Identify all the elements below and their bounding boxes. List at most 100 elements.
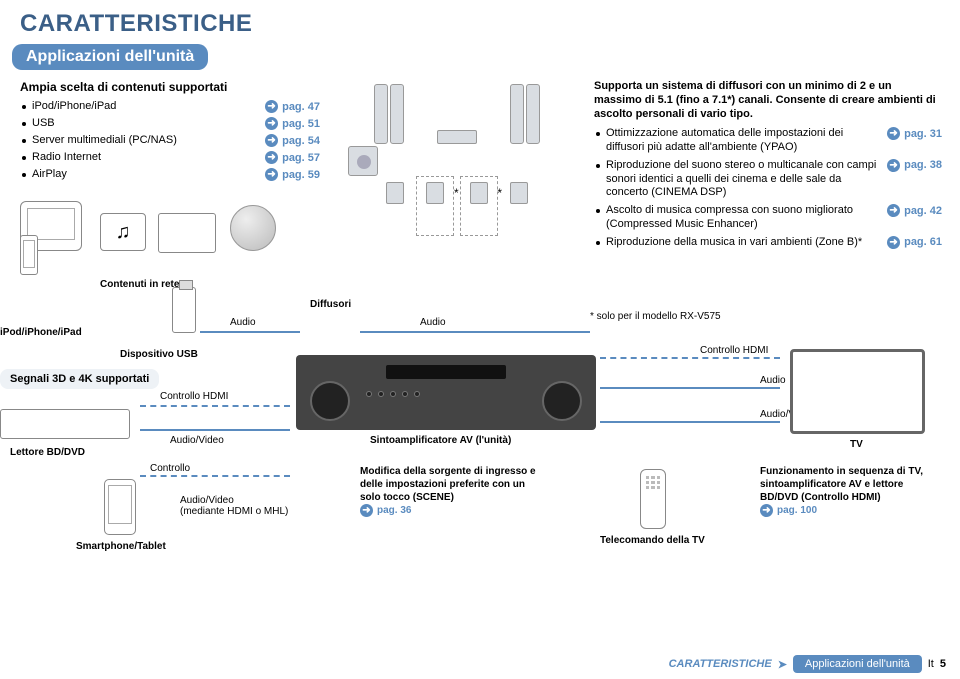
surround-speaker-icon — [470, 182, 488, 204]
surround-speaker-icon — [426, 182, 444, 204]
tower-speaker-icon — [374, 84, 388, 144]
col-left: Ampia scelta di contenuti supportati iPo… — [20, 80, 320, 275]
bullet-icon — [22, 122, 26, 126]
arrow-line — [600, 387, 780, 389]
page-ref[interactable]: ➜pag. 47 — [265, 100, 320, 113]
right-heading: Supporta un sistema di diffusori con un … — [594, 80, 942, 121]
arrow-line — [600, 357, 780, 359]
arrow-icon: ➜ — [265, 134, 278, 147]
speaker-layout: * * — [342, 80, 572, 250]
asterisk-icon: * — [497, 186, 502, 200]
knob-icon — [542, 381, 582, 421]
bullet-icon — [596, 241, 600, 245]
telecomando-label: Telecomando della TV — [600, 535, 705, 546]
footer-lang: It — [928, 658, 934, 670]
bullet-icon — [596, 164, 600, 168]
asterisk-icon: * — [454, 186, 459, 200]
arrow-icon: ➜ — [265, 100, 278, 113]
knob-icon — [310, 381, 350, 421]
smartphone-label: Smartphone/Tablet — [76, 541, 166, 552]
item-label: Server multimediali (PC/NAS) — [32, 134, 177, 146]
arrow-icon: ➜ — [265, 168, 278, 181]
page-ref[interactable]: ➜pag. 61 — [887, 236, 942, 249]
contenuti-label: Contenuti in rete — [100, 279, 179, 290]
port-icon — [402, 391, 408, 397]
list-item: Riproduzione del suono stereo o multican… — [594, 159, 942, 200]
center-speaker-icon — [437, 130, 477, 144]
hdmi-feature: Funzionamento in sequenza di TV, sintoam… — [760, 465, 930, 517]
item-label: Riproduzione della musica in vari ambien… — [606, 236, 862, 250]
ipod-label: iPod/iPhone/iPad — [0, 327, 82, 338]
arrow-line — [360, 331, 590, 333]
scene-feature: Modifica della sorgente di ingresso e de… — [360, 465, 540, 517]
page-ref[interactable]: ➜pag. 36 — [360, 504, 540, 517]
audio-video-label: Audio/Video — [170, 435, 224, 446]
arrow-icon: ➜ — [360, 504, 373, 517]
arrow-icon: ➜ — [760, 504, 773, 517]
list-item: Ottimizzazione automatica delle impostaz… — [594, 127, 942, 155]
page-ref[interactable]: ➜pag. 38 — [887, 159, 942, 172]
tv-icon — [790, 349, 925, 434]
port-icon — [390, 391, 396, 397]
arrow-icon: ➜ — [887, 127, 900, 140]
page-ref[interactable]: ➜pag. 57 — [265, 151, 320, 164]
tower-speaker-icon — [390, 84, 404, 144]
controllo-label: Controllo — [150, 463, 190, 474]
surround-speaker-icon — [510, 182, 528, 204]
page-ref[interactable]: ➜pag. 100 — [760, 504, 930, 517]
footer-section: Applicazioni dell'unità — [793, 655, 922, 673]
footer-title: CARATTERISTICHE — [669, 658, 772, 670]
diffusori-label: Diffusori — [310, 299, 351, 310]
globe-icon — [230, 205, 276, 251]
page-ref[interactable]: ➜pag. 59 — [265, 168, 320, 181]
arrow-icon: ➜ — [887, 159, 900, 172]
audio-label: Audio — [760, 375, 786, 386]
tower-speaker-icon — [510, 84, 524, 144]
list-item: Ascolto di musica compressa con suono mi… — [594, 204, 942, 232]
bullet-icon — [22, 139, 26, 143]
port-icon — [414, 391, 420, 397]
item-label: Ascolto di musica compressa con suono mi… — [606, 204, 877, 232]
item-label: AirPlay — [32, 168, 67, 180]
page-ref[interactable]: ➜pag. 42 — [887, 204, 942, 217]
av-display-icon — [386, 365, 506, 379]
bullet-icon — [22, 156, 26, 160]
arrow-icon: ➜ — [887, 236, 900, 249]
list-item: iPod/iPhone/iPad ➜pag. 47 — [20, 100, 320, 113]
chevron-right-icon: ➤ — [778, 658, 787, 671]
list-item: Riproduzione della musica in vari ambien… — [594, 236, 942, 250]
port-icon — [378, 391, 384, 397]
hdmi-text: Funzionamento in sequenza di TV, sintoam… — [760, 466, 923, 503]
arrow-line — [140, 475, 290, 477]
page-ref[interactable]: ➜pag. 54 — [265, 134, 320, 147]
music-icon: ♫ — [100, 213, 146, 251]
remote-icon — [640, 469, 666, 529]
page-ref[interactable]: ➜pag. 31 — [887, 127, 942, 140]
smartphone-icon — [104, 479, 136, 535]
col-right: Supporta un sistema di diffusori con un … — [594, 80, 942, 275]
col-mid: * * — [332, 80, 582, 275]
arrow-icon: ➜ — [887, 204, 900, 217]
tower-speaker-icon — [526, 84, 540, 144]
bullet-icon — [22, 105, 26, 109]
footnote: * solo per il modello RX-V575 — [590, 311, 721, 322]
list-item: AirPlay ➜pag. 59 — [20, 168, 320, 181]
arrow-line — [600, 421, 780, 423]
arrow-line — [140, 405, 290, 407]
item-label: USB — [32, 117, 55, 129]
list-item: Radio Internet ➜pag. 57 — [20, 151, 320, 164]
arrow-line — [140, 429, 290, 431]
arrow-icon: ➜ — [265, 151, 278, 164]
bottom-diagram: Contenuti in rete iPod/iPhone/iPad Audio… — [0, 279, 960, 579]
bullet-icon — [596, 209, 600, 213]
footer: CARATTERISTICHE ➤ Applicazioni dell'unit… — [669, 655, 946, 673]
item-label: iPod/iPhone/iPad — [32, 100, 116, 112]
page-ref[interactable]: ➜pag. 51 — [265, 117, 320, 130]
av-receiver-icon — [296, 355, 596, 430]
top-grid: Ampia scelta di contenuti supportati iPo… — [0, 70, 960, 279]
usb-stick-icon — [172, 287, 196, 333]
item-label: Riproduzione del suono stereo o multican… — [606, 159, 877, 200]
arrow-line — [200, 331, 300, 333]
bullet-icon — [22, 173, 26, 177]
audio-label: Audio — [230, 317, 256, 328]
